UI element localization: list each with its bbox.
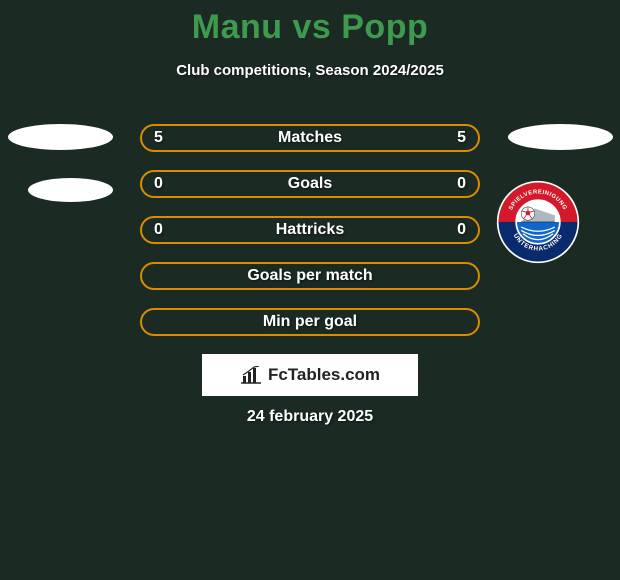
stat-goals-per-match-label: Goals per match [247, 267, 372, 285]
background [0, 0, 620, 580]
bar-chart-icon [240, 366, 262, 384]
player-right-oval-1 [508, 124, 613, 150]
stat-matches-label: Matches [278, 129, 342, 147]
stat-matches-right: 5 [457, 129, 466, 147]
page-title: Manu vs Popp [0, 8, 620, 47]
player-left-oval-2 [28, 178, 113, 202]
stat-matches-left: 5 [154, 129, 163, 147]
stat-hattricks-right: 0 [457, 221, 466, 239]
stat-hattricks-label: Hattricks [276, 221, 344, 239]
date-line: 24 february 2025 [0, 408, 620, 426]
stat-hattricks-left: 0 [154, 221, 163, 239]
stat-row-hattricks: 0 Hattricks 0 [140, 216, 480, 244]
stat-row-goals-per-match: Goals per match [140, 262, 480, 290]
fctables-badge: FcTables.com [202, 354, 418, 396]
stat-goals-right: 0 [457, 175, 466, 193]
player-left-oval-1 [8, 124, 113, 150]
stat-row-matches: 5 Matches 5 [140, 124, 480, 152]
stat-goals-label: Goals [288, 175, 332, 193]
fctables-text: FcTables.com [268, 365, 380, 385]
stat-goals-left: 0 [154, 175, 163, 193]
stat-row-min-per-goal: Min per goal [140, 308, 480, 336]
club-logo-unterhaching: SPIELVEREINIGUNG UNTERHACHING [496, 180, 580, 264]
stat-row-goals: 0 Goals 0 [140, 170, 480, 198]
subtitle: Club competitions, Season 2024/2025 [0, 62, 620, 79]
stat-min-per-goal-label: Min per goal [263, 313, 357, 331]
club-logo-svg: SPIELVEREINIGUNG UNTERHACHING [496, 180, 580, 264]
